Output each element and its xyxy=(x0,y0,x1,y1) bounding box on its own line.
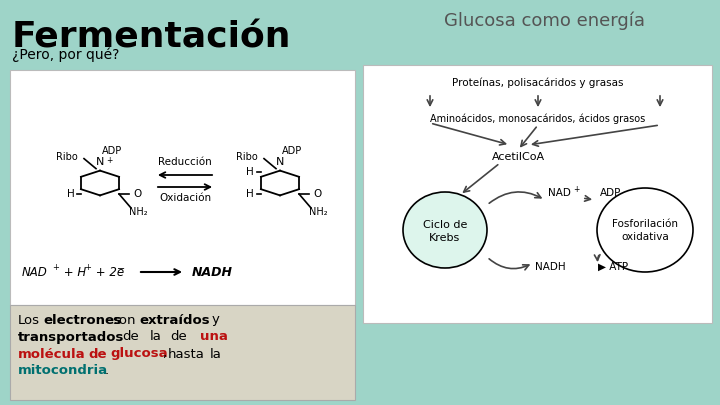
Text: NADH: NADH xyxy=(192,266,233,279)
Text: +: + xyxy=(573,185,580,194)
Text: Los: Los xyxy=(18,313,40,326)
Text: la: la xyxy=(150,330,162,343)
Text: NADH: NADH xyxy=(535,262,566,272)
Text: O: O xyxy=(133,189,141,199)
Text: H: H xyxy=(67,189,75,199)
Text: Fermentación: Fermentación xyxy=(12,20,292,54)
Text: Oxidación: Oxidación xyxy=(159,193,211,203)
Text: NH₂: NH₂ xyxy=(129,207,148,217)
Text: −: − xyxy=(117,264,125,274)
Text: oxidativa: oxidativa xyxy=(621,232,669,242)
Text: Ciclo de: Ciclo de xyxy=(423,220,467,230)
Text: +: + xyxy=(52,262,59,271)
Text: N: N xyxy=(276,157,284,166)
Text: + H: + H xyxy=(60,266,86,279)
Text: H: H xyxy=(246,189,254,199)
Text: NH₂: NH₂ xyxy=(309,207,328,217)
Text: + 2e: + 2e xyxy=(92,266,124,279)
Text: Ribo: Ribo xyxy=(236,151,258,162)
Text: glucosa: glucosa xyxy=(110,347,168,360)
Text: molécula: molécula xyxy=(18,347,86,360)
Text: de: de xyxy=(122,330,139,343)
Text: AcetilCoA: AcetilCoA xyxy=(492,152,544,162)
Text: ADP: ADP xyxy=(282,146,302,156)
Text: una: una xyxy=(200,330,228,343)
Text: Glucosa como energía: Glucosa como energía xyxy=(444,12,646,30)
Text: ADP: ADP xyxy=(600,188,621,198)
Bar xyxy=(0,0,720,89)
Text: NAD: NAD xyxy=(548,188,571,198)
Text: Ribo: Ribo xyxy=(56,151,78,162)
Bar xyxy=(363,65,712,323)
Text: ▶ ATP: ▶ ATP xyxy=(598,262,628,272)
Text: Fosforilación: Fosforilación xyxy=(612,219,678,229)
Text: hasta: hasta xyxy=(168,347,205,360)
Text: ¿Pero, por qué?: ¿Pero, por qué? xyxy=(12,47,120,62)
Ellipse shape xyxy=(403,192,487,268)
Text: +: + xyxy=(106,156,112,164)
Text: extraídos: extraídos xyxy=(139,313,210,326)
Text: la: la xyxy=(210,347,222,360)
Text: ,: , xyxy=(162,347,166,360)
Text: mitocondria: mitocondria xyxy=(18,364,108,377)
Text: electrones: electrones xyxy=(43,313,122,326)
Text: H: H xyxy=(246,167,254,177)
Bar xyxy=(10,305,355,400)
Text: .: . xyxy=(105,364,109,377)
Text: Aminoácidos, monosacáridos, ácidos grasos: Aminoácidos, monosacáridos, ácidos graso… xyxy=(431,113,646,124)
Bar xyxy=(10,70,355,305)
Text: +: + xyxy=(84,262,91,271)
Text: y: y xyxy=(212,313,220,326)
Text: de: de xyxy=(88,347,107,360)
Text: Krebs: Krebs xyxy=(429,233,461,243)
Text: NAD: NAD xyxy=(22,266,48,279)
Text: transportados: transportados xyxy=(18,330,125,343)
Text: Proteínas, polisacáridos y grasas: Proteínas, polisacáridos y grasas xyxy=(452,77,624,87)
Text: Reducción: Reducción xyxy=(158,157,212,167)
Text: N: N xyxy=(96,157,104,166)
Text: de: de xyxy=(170,330,186,343)
Text: son: son xyxy=(112,313,135,326)
Text: ADP: ADP xyxy=(102,146,122,156)
Text: O: O xyxy=(313,189,321,199)
